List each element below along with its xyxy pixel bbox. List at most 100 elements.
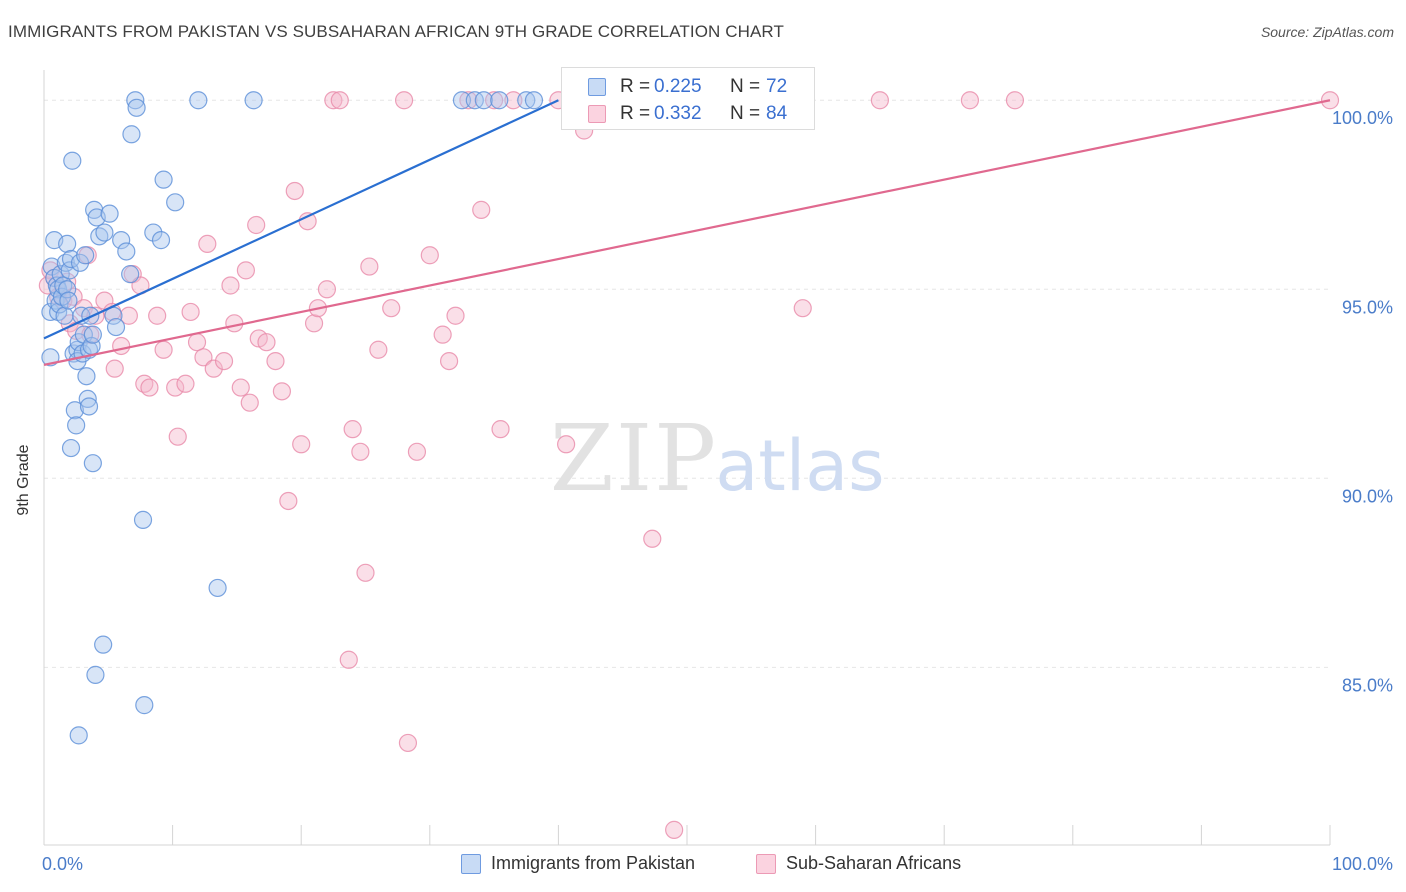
data-point-sub-saharan: [369, 340, 388, 359]
data-point-sub-saharan: [272, 382, 292, 401]
data-point-pakistan: [121, 265, 140, 284]
data-point-sub-saharan: [214, 351, 234, 371]
data-point-sub-saharan: [140, 378, 159, 397]
data-point-pakistan: [77, 367, 96, 386]
data-point-pakistan: [61, 249, 81, 269]
data-point-pakistan: [244, 91, 263, 110]
data-point-pakistan: [76, 246, 95, 265]
data-point-sub-saharan: [304, 314, 324, 333]
data-point-sub-saharan: [870, 91, 890, 110]
data-point-sub-saharan: [317, 280, 337, 299]
data-point-sub-saharan: [504, 91, 523, 110]
y-axis-label: 9th Grade: [15, 444, 32, 516]
axis-layer: [43, 70, 1331, 846]
stats-legend: R = 0.225 N = 72 R = 0.332 N = 84: [561, 67, 815, 130]
data-point-sub-saharan: [394, 91, 414, 110]
data-point-pakistan: [59, 291, 78, 310]
legend-swatch-sub-saharan: [588, 105, 606, 123]
data-point-sub-saharan: [382, 299, 401, 318]
data-point-pakistan: [63, 151, 82, 170]
x-tick-label: 0.0%: [42, 854, 83, 874]
n-value-sub-saharan: 84: [766, 103, 788, 124]
legend-swatch-sub-saharan: [756, 854, 776, 874]
data-point-pakistan: [135, 696, 154, 715]
data-point-pakistan: [79, 397, 99, 416]
data-point-sub-saharan: [279, 491, 298, 511]
watermark: ZIP atlas: [550, 405, 885, 512]
data-point-pakistan: [100, 204, 119, 223]
data-point-sub-saharan: [1005, 91, 1025, 110]
x-tick-label: 100.0%: [1332, 854, 1393, 874]
tick-labels: 85.0% 90.0% 95.0% 100.0% 0.0% 100.0%: [42, 108, 1393, 874]
data-point-pakistan: [112, 231, 131, 250]
data-point-pakistan: [166, 193, 185, 212]
data-point-sub-saharan: [166, 378, 185, 397]
data-point-sub-saharan: [491, 420, 510, 439]
data-point-sub-saharan: [154, 340, 173, 359]
series-legend: Immigrants from Pakistan Sub-Saharan Afr…: [0, 852, 1406, 878]
data-point-sub-saharan: [176, 374, 195, 393]
data-point-sub-saharan: [198, 234, 217, 254]
data-point-sub-saharan: [960, 91, 980, 110]
data-point-sub-saharan: [292, 435, 311, 454]
data-point-pakistan: [95, 223, 114, 242]
data-point-pakistan: [490, 91, 509, 110]
trend-line-sub-saharan: [43, 99, 1331, 366]
data-point-sub-saharan: [472, 200, 491, 219]
data-point-pakistan: [151, 231, 171, 250]
data-point-sub-saharan: [266, 351, 285, 371]
watermark-atlas: atlas: [715, 425, 884, 507]
legend-label-sub-saharan: Sub-Saharan Africans: [786, 853, 962, 873]
data-point-pakistan: [69, 726, 88, 745]
data-point-pakistan: [106, 317, 126, 337]
data-point-pakistan: [117, 242, 136, 261]
n-label: N =: [730, 103, 761, 124]
data-point-pakistan: [474, 91, 493, 110]
data-point-pakistan: [154, 170, 173, 189]
r-label: R =: [620, 76, 651, 97]
data-point-sub-saharan: [194, 348, 213, 367]
data-point-pakistan: [58, 234, 77, 254]
data-point-sub-saharan: [221, 276, 240, 295]
data-point-sub-saharan: [119, 306, 138, 325]
r-label: R =: [620, 103, 651, 124]
legend-swatch-pakistan: [588, 78, 606, 96]
data-point-sub-saharan: [643, 529, 662, 548]
data-point-sub-saharan: [665, 820, 684, 839]
r-value-pakistan: 0.225: [654, 76, 702, 97]
data-point-sub-saharan: [485, 91, 504, 110]
data-point-pakistan: [94, 635, 113, 654]
legend-label-pakistan: Immigrants from Pakistan: [491, 853, 696, 873]
y-tick-label: 95.0%: [1342, 297, 1393, 317]
trend-lines: [43, 99, 1331, 366]
stats-legend-row-sub-saharan: R = 0.332 N = 84: [562, 99, 814, 129]
data-point-sub-saharan: [181, 302, 200, 322]
data-point-pakistan: [517, 91, 536, 110]
data-point-pakistan: [83, 454, 102, 473]
data-point-sub-saharan: [168, 427, 187, 446]
data-point-sub-saharan: [446, 306, 465, 325]
data-point-sub-saharan: [339, 650, 358, 669]
legend-swatch-pakistan: [461, 854, 481, 874]
series-pakistan-points: [41, 91, 544, 745]
data-point-pakistan: [189, 91, 208, 110]
data-point-sub-saharan: [240, 393, 259, 412]
data-point-sub-saharan: [793, 299, 812, 318]
data-point-sub-saharan: [343, 420, 362, 439]
data-point-sub-saharan: [324, 91, 343, 110]
data-point-sub-saharan: [330, 91, 349, 110]
data-point-sub-saharan: [225, 314, 244, 333]
data-point-sub-saharan: [459, 91, 478, 110]
r-value-sub-saharan: 0.332: [654, 103, 702, 124]
data-point-sub-saharan: [360, 257, 379, 276]
data-point-pakistan: [133, 510, 153, 529]
data-point-sub-saharan: [187, 333, 207, 352]
y-tick-label: 85.0%: [1342, 675, 1393, 695]
n-value-pakistan: 72: [766, 76, 788, 97]
chart-title: IMMIGRANTS FROM PAKISTAN VS SUBSAHARAN A…: [8, 22, 784, 41]
data-point-pakistan: [81, 306, 100, 325]
data-point-sub-saharan: [433, 325, 452, 344]
data-point-sub-saharan: [204, 359, 223, 378]
data-point-sub-saharan: [236, 261, 256, 280]
data-point-pakistan: [524, 91, 544, 110]
